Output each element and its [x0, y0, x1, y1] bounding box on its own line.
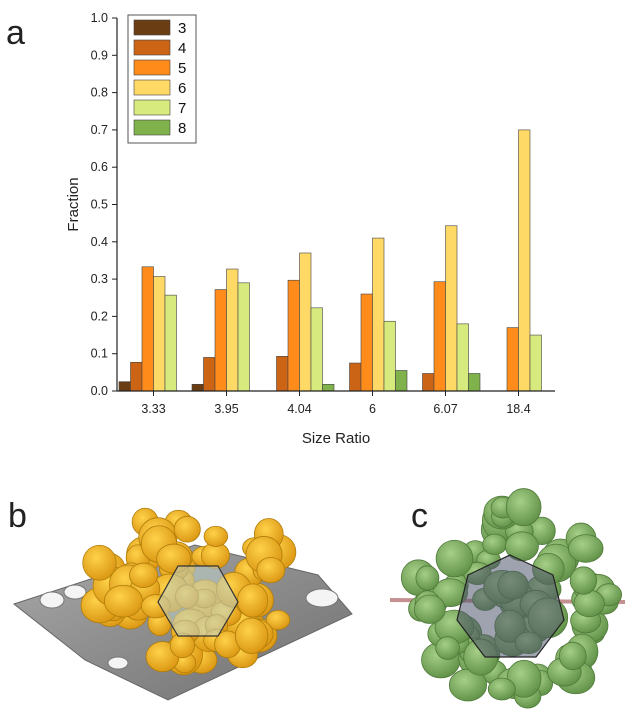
surface-blob	[103, 584, 143, 618]
bar-4.04-7	[310, 307, 323, 392]
heptagon-overlay	[456, 554, 565, 658]
bar-4.04-4	[276, 356, 289, 392]
y-tick-label: 0.9	[91, 48, 108, 62]
surface-blob	[558, 641, 587, 671]
surface-blob	[82, 544, 117, 581]
y-tick-label: 0.3	[91, 272, 108, 286]
legend-swatch-4	[133, 39, 171, 56]
y-tick-label: 0.2	[91, 309, 108, 323]
y-ticks: 0.0 0.1 0.2 0.3 0.4 0.5 0.6 0.7 0.8 0.9 1.0	[91, 11, 117, 398]
surface-blob	[505, 488, 542, 527]
legend-label-7: 7	[178, 100, 186, 117]
bar-6-5	[360, 293, 373, 392]
chart-legend: 3 4 5 6 7 8	[127, 14, 197, 144]
legend-swatch-5	[133, 59, 171, 76]
bar-3.95-7	[237, 282, 250, 392]
panel-label-b: b	[8, 497, 27, 535]
y-tick-label: 0.5	[91, 198, 108, 212]
surface-blob	[569, 566, 598, 595]
surface-blob	[482, 533, 508, 556]
legend-swatch-8	[133, 119, 171, 136]
surface-blob	[415, 565, 440, 591]
bar-6.07-5	[433, 281, 446, 392]
x-tick-label: 6.07	[433, 402, 457, 416]
bar-18.4-5	[506, 327, 519, 392]
x-tick-label: 3.33	[141, 402, 165, 416]
y-tick-label: 0.1	[91, 347, 108, 361]
bar-6.07-8	[468, 373, 481, 392]
surface-blob	[234, 617, 269, 654]
x-ticks: 3.33 3.95 4.04 6 6.07 18.4	[141, 391, 531, 416]
surface-blob	[265, 609, 291, 631]
panel-c-rendering	[389, 488, 625, 709]
surface-blob	[203, 525, 229, 547]
legend-swatch-6	[133, 79, 171, 96]
panel-label-a: a	[6, 14, 25, 52]
legend-swatch-7	[133, 99, 171, 116]
y-tick-label: 0.8	[91, 86, 108, 100]
surface-blob	[573, 589, 605, 618]
legend-label-3: 3	[178, 20, 186, 37]
bar-18.4-6	[518, 129, 531, 392]
legend-label-5: 5	[178, 60, 186, 77]
surface-blob	[169, 632, 195, 659]
y-axis-title: Fraction	[65, 177, 82, 231]
x-tick-label: 18.4	[506, 402, 530, 416]
bar-4.04-5	[287, 279, 300, 392]
y-tick-label: 0.0	[91, 384, 108, 398]
bar-3.95-3	[191, 383, 204, 392]
bar-3.33-6	[153, 276, 166, 392]
hexagon-overlay	[157, 565, 239, 637]
panel-label-c: c	[411, 497, 428, 535]
bar-3.33-7	[164, 294, 177, 392]
bar-4.04-6	[299, 252, 312, 392]
x-axis-title: Size Ratio	[302, 430, 370, 447]
surface-blob	[236, 583, 269, 618]
bar-3.33-4	[130, 361, 143, 392]
surface-blob	[129, 562, 159, 588]
bar-3.33-5	[141, 266, 154, 392]
x-tick-label: 3.95	[214, 402, 238, 416]
panel-b-rendering	[12, 507, 353, 701]
bar-6-6	[372, 237, 385, 392]
y-tick-label: 0.6	[91, 160, 108, 174]
surface-blob	[487, 677, 516, 701]
bar-3.95-4	[203, 357, 216, 392]
surface-blob	[568, 534, 604, 563]
legend-label-8: 8	[178, 120, 186, 137]
bar-6.07-7	[456, 323, 469, 392]
bar-3.95-6	[226, 268, 239, 392]
slice-holes	[39, 584, 339, 670]
bar-6-8	[395, 370, 408, 392]
legend-label-6: 6	[178, 80, 186, 97]
bar-3.33-3	[118, 381, 131, 392]
y-tick-label: 0.4	[91, 235, 108, 249]
bar-6.07-4	[422, 373, 435, 392]
bar-6-4	[349, 362, 362, 392]
surface-blob	[256, 557, 286, 584]
surface-blob	[413, 594, 446, 624]
legend-label-4: 4	[178, 40, 186, 57]
bar-18.4-7	[529, 334, 542, 392]
x-tick-label: 6	[369, 402, 376, 416]
chart-bars	[118, 129, 542, 392]
bar-4.04-8	[322, 383, 335, 392]
x-tick-label: 4.04	[287, 402, 311, 416]
bar-chart: 0.00.10.20.30.40.50.60.70.80.91.0 3.33 3.…	[65, 11, 555, 447]
surface-blob	[435, 636, 460, 660]
bar-6-7	[383, 320, 396, 392]
y-tick-label: 0.7	[91, 123, 108, 137]
surface-blob	[435, 539, 474, 578]
legend-swatch-3	[133, 19, 171, 36]
surface-blob	[173, 515, 201, 543]
y-tick-label: 1.0	[91, 11, 108, 25]
bar-6.07-6	[445, 225, 458, 392]
bar-3.95-5	[214, 289, 227, 392]
